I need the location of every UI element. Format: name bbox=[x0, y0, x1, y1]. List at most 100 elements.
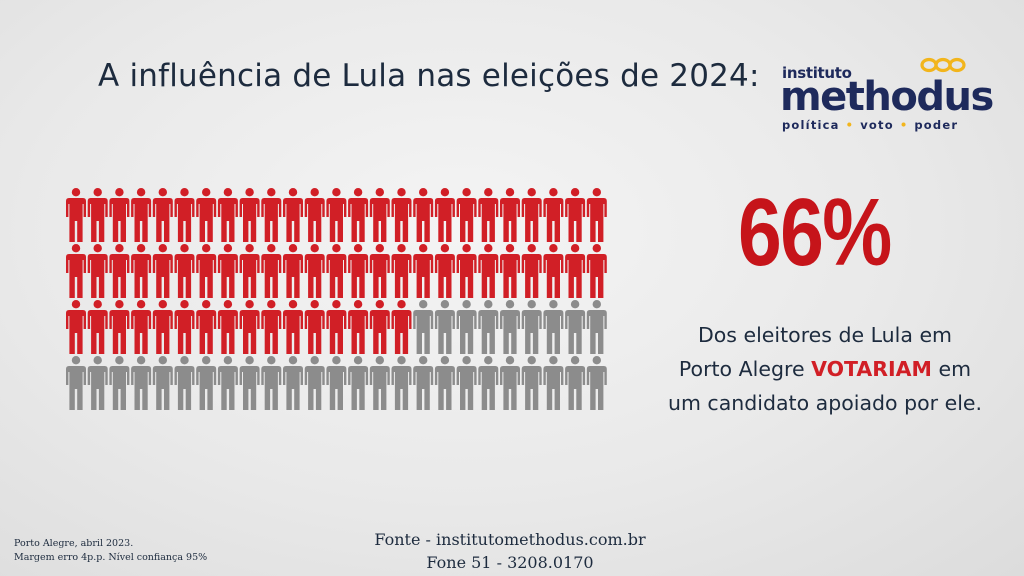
person-icon bbox=[174, 188, 195, 242]
person-icon bbox=[109, 244, 130, 298]
percent-value: 66% bbox=[738, 179, 892, 286]
person-icon bbox=[196, 244, 217, 298]
source-line-2: Fone 51 - 3208.0170 bbox=[426, 553, 594, 572]
person-icon bbox=[521, 300, 542, 354]
person-icon bbox=[174, 300, 195, 354]
person-icon bbox=[66, 356, 86, 410]
person-icon bbox=[500, 188, 520, 242]
person-icon bbox=[521, 244, 542, 298]
rings-icon bbox=[920, 57, 966, 73]
person-icon bbox=[66, 188, 86, 242]
person-icon bbox=[152, 244, 173, 298]
person-icon bbox=[283, 300, 303, 354]
person-icon bbox=[543, 244, 564, 298]
person-icon bbox=[586, 188, 607, 242]
desc-line-3: um candidato apoiado por ele. bbox=[667, 391, 983, 415]
person-icon bbox=[239, 300, 260, 354]
person-icon bbox=[239, 356, 260, 410]
stat-description: Dos eleitores de Lula em Porto Alegre VO… bbox=[660, 318, 990, 420]
person-icon bbox=[391, 300, 412, 354]
person-icon bbox=[391, 356, 412, 410]
person-icon bbox=[369, 300, 390, 354]
person-icon bbox=[174, 244, 195, 298]
person-icon bbox=[261, 244, 282, 298]
person-icon bbox=[478, 356, 499, 410]
desc-highlight: VOTARIAM bbox=[811, 357, 932, 381]
person-icon bbox=[283, 244, 303, 298]
person-icon bbox=[261, 300, 282, 354]
person-icon bbox=[369, 244, 390, 298]
person-icon bbox=[261, 356, 282, 410]
person-icon bbox=[217, 300, 238, 354]
person-icon bbox=[217, 244, 238, 298]
person-icon bbox=[586, 300, 607, 354]
person-icon bbox=[369, 188, 390, 242]
person-icon bbox=[239, 244, 260, 298]
person-icon bbox=[217, 188, 238, 242]
person-icon bbox=[326, 188, 347, 242]
person-icon bbox=[586, 244, 607, 298]
tagline-word: poder bbox=[914, 118, 959, 132]
tagline-word: política bbox=[782, 118, 840, 132]
person-icon bbox=[283, 188, 303, 242]
person-icon bbox=[478, 244, 499, 298]
person-icon bbox=[109, 188, 130, 242]
person-icon bbox=[434, 300, 455, 354]
person-icon bbox=[348, 244, 369, 298]
person-icon bbox=[521, 188, 542, 242]
person-icon bbox=[413, 244, 434, 298]
person-icon bbox=[87, 300, 108, 354]
person-icon bbox=[131, 300, 152, 354]
logo-tagline: política • voto • poder bbox=[782, 118, 959, 132]
person-icon bbox=[131, 356, 152, 410]
person-icon bbox=[304, 244, 325, 298]
person-icon bbox=[391, 244, 412, 298]
person-icon bbox=[456, 300, 477, 354]
person-icon bbox=[304, 188, 325, 242]
person-icon bbox=[326, 244, 347, 298]
person-icon bbox=[152, 188, 173, 242]
desc-line-2: Porto Alegre VOTARIAM em bbox=[660, 352, 990, 386]
person-icon bbox=[456, 188, 477, 242]
person-icon bbox=[348, 188, 369, 242]
person-icon bbox=[348, 300, 369, 354]
person-icon bbox=[565, 188, 586, 242]
person-icon bbox=[456, 244, 477, 298]
person-icon bbox=[283, 356, 303, 410]
person-icon bbox=[456, 356, 477, 410]
survey-note: Porto Alegre, abril 2023. Margem erro 4p… bbox=[14, 537, 207, 565]
person-icon bbox=[434, 356, 455, 410]
person-icon bbox=[586, 356, 607, 410]
pictogram-chart bbox=[66, 188, 607, 410]
person-icon bbox=[413, 356, 434, 410]
person-icon bbox=[565, 244, 586, 298]
person-icon bbox=[565, 300, 586, 354]
person-icon bbox=[348, 356, 369, 410]
desc-line-2-pre: Porto Alegre bbox=[678, 357, 812, 381]
person-icon bbox=[565, 356, 586, 410]
person-icon bbox=[239, 188, 260, 242]
person-icon bbox=[131, 188, 152, 242]
person-icon bbox=[66, 300, 86, 354]
person-icon bbox=[152, 300, 173, 354]
person-icon bbox=[217, 356, 238, 410]
person-icon bbox=[500, 356, 520, 410]
page-title: A influência de Lula nas eleições de 202… bbox=[98, 58, 760, 94]
person-icon bbox=[109, 300, 130, 354]
person-icon bbox=[87, 356, 108, 410]
person-icon bbox=[131, 244, 152, 298]
person-icon bbox=[196, 356, 217, 410]
person-icon bbox=[543, 188, 564, 242]
logo-line2: methodus bbox=[780, 74, 994, 120]
person-icon bbox=[521, 356, 542, 410]
person-icon bbox=[87, 244, 108, 298]
person-icon bbox=[413, 300, 434, 354]
methodus-logo: instituto methodus política • voto • poder bbox=[780, 56, 994, 136]
person-icon bbox=[174, 356, 195, 410]
person-icon bbox=[543, 356, 564, 410]
person-icon bbox=[196, 300, 217, 354]
person-icon bbox=[304, 300, 325, 354]
person-icon bbox=[543, 300, 564, 354]
person-icon bbox=[500, 300, 520, 354]
person-icon bbox=[434, 244, 455, 298]
